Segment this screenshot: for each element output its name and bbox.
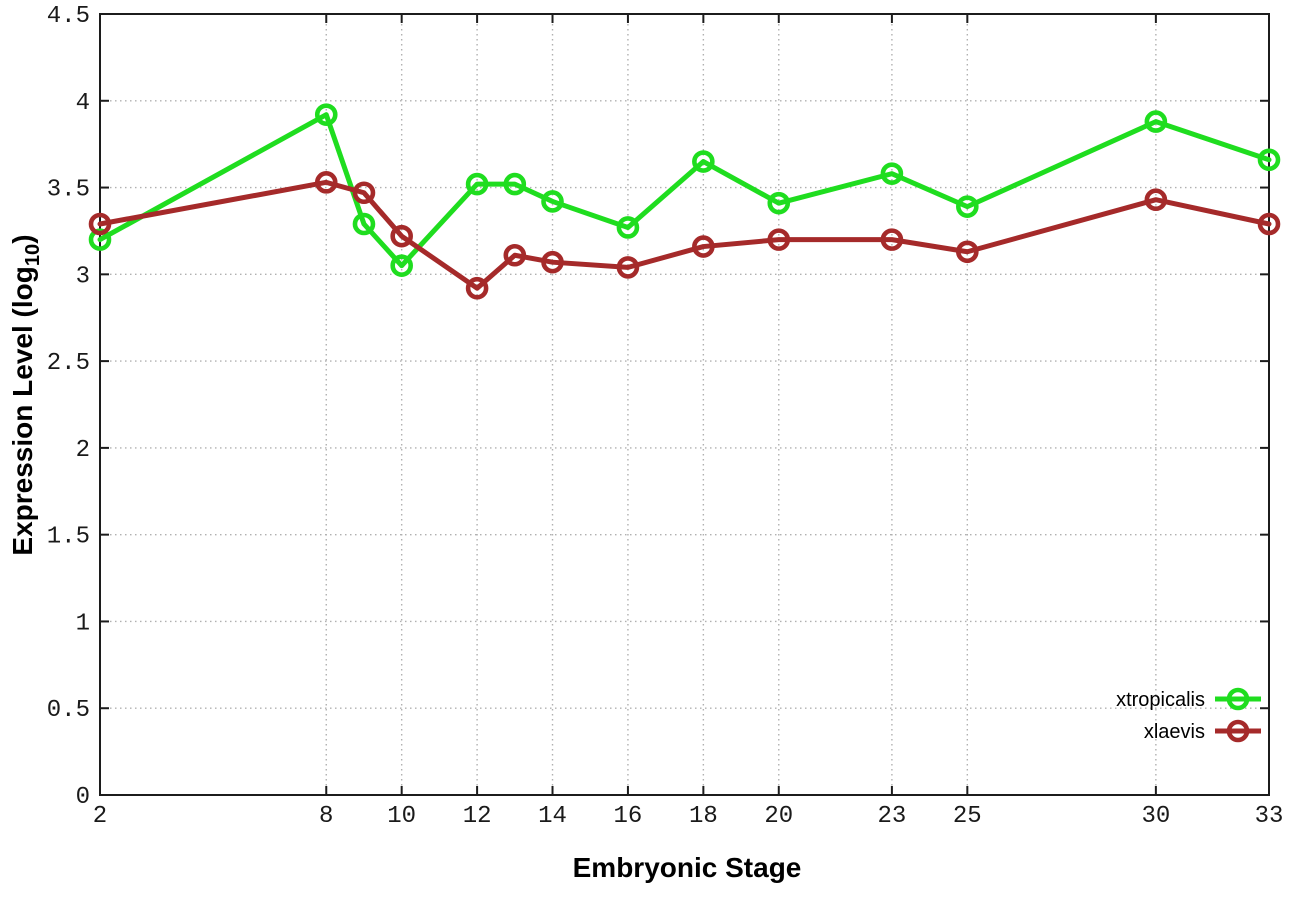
data-point-xlaevis-stage-8: [314, 171, 338, 194]
data-point-xtropicalis-stage-13: [503, 172, 527, 196]
legend-row-xlaevis: xlaevis: [1144, 719, 1261, 743]
data-point-xtropicalis-stage-18: [692, 150, 715, 173]
plot-frame: [99, 13, 1270, 796]
legend-sample-marker-xtropicalis: [1226, 687, 1250, 711]
legend-sample-marker-xlaevis: [1226, 719, 1250, 743]
data-point-xlaevis-stage-23: [880, 228, 904, 251]
data-point-xtropicalis-stage-9: [352, 212, 376, 236]
y-tick-label: 1.5: [47, 524, 90, 551]
x-tick-label: 18: [689, 803, 718, 830]
x-tick-labels: 2 8 10 12 14 16 18 20 23 25 30 33: [93, 803, 1284, 830]
data-point-xlaevis-stage-33: [1257, 212, 1281, 236]
data-point-xlaevis-stage-20: [767, 228, 791, 251]
legend-label-xlaevis: xlaevis: [1144, 721, 1205, 743]
x-tick-label: 8: [319, 803, 333, 830]
data-point-xtropicalis-stage-12: [465, 172, 489, 196]
series-xlaevis: [88, 171, 1281, 300]
x-tick-label: 25: [953, 803, 982, 830]
data-point-xtropicalis-stage-25: [956, 195, 979, 218]
x-tick-label: 10: [387, 803, 416, 830]
y-tick-label: 0: [76, 784, 90, 811]
x-tick-label: 12: [463, 803, 492, 830]
data-point-xlaevis-stage-9: [352, 181, 376, 205]
data-point-xtropicalis-stage-20: [767, 191, 791, 215]
data-point-xtropicalis-stage-30: [1144, 110, 1168, 133]
y-tick-label: 0.5: [47, 697, 90, 724]
data-point-xtropicalis-stage-10: [390, 254, 413, 277]
y-axis-title-suffix: ): [7, 234, 39, 244]
legend: xtropicalis xlaevis: [1116, 687, 1261, 743]
data-point-xlaevis-stage-14: [541, 250, 564, 274]
data-point-xtropicalis-stage-2: [88, 228, 112, 251]
data-point-xlaevis-stage-25: [956, 240, 979, 264]
data-point-xlaevis-stage-16: [616, 256, 640, 279]
y-tick-label: 2: [76, 437, 90, 464]
data-point-xtropicalis-stage-14: [541, 190, 564, 213]
x-tick-label: 23: [877, 803, 906, 830]
y-tick-label: 3.5: [47, 177, 90, 204]
data-point-xlaevis-stage-10: [390, 224, 413, 248]
data-point-xtropicalis-stage-16: [616, 216, 640, 239]
x-tick-label: 33: [1255, 803, 1284, 830]
legend-label-xtropicalis: xtropicalis: [1116, 689, 1205, 711]
y-tick-labels: 0 0.5 1 1.5 2 2.5 3 3.5 4 4.5: [47, 3, 90, 811]
data-point-xlaevis-stage-30: [1144, 188, 1168, 212]
y-tick-label: 4.5: [47, 3, 90, 30]
y-tick-label: 3: [76, 263, 90, 290]
data-point-xlaevis-stage-12: [465, 276, 489, 300]
y-axis-title-text: Expression Level (log: [7, 266, 39, 556]
data-point-xlaevis-stage-2: [88, 212, 112, 236]
y-tick-label: 2.5: [47, 350, 90, 377]
y-tick-label: 1: [76, 610, 90, 637]
series-xtropicalis: [88, 103, 1281, 277]
x-tick-label: 30: [1141, 803, 1170, 830]
y-axis-title: Expression Level (log10): [7, 234, 45, 555]
y-tick-label: 4: [76, 90, 90, 117]
x-tick-label: 2: [93, 803, 107, 830]
grid-lines: [100, 14, 1269, 795]
data-point-xlaevis-stage-13: [503, 243, 527, 267]
data-point-xlaevis-stage-18: [692, 235, 715, 258]
data-point-xtropicalis-stage-33: [1257, 148, 1281, 172]
x-axis-title: Embryonic Stage: [572, 852, 802, 883]
x-tick-label: 14: [538, 803, 567, 830]
data-point-xtropicalis-stage-8: [314, 103, 338, 126]
data-point-xtropicalis-stage-23: [880, 162, 904, 185]
legend-row-xtropicalis: xtropicalis: [1116, 687, 1261, 711]
y-axis-title-subscript: 10: [21, 243, 44, 267]
x-tick-label: 16: [614, 803, 643, 830]
x-tick-label: 20: [764, 803, 793, 830]
